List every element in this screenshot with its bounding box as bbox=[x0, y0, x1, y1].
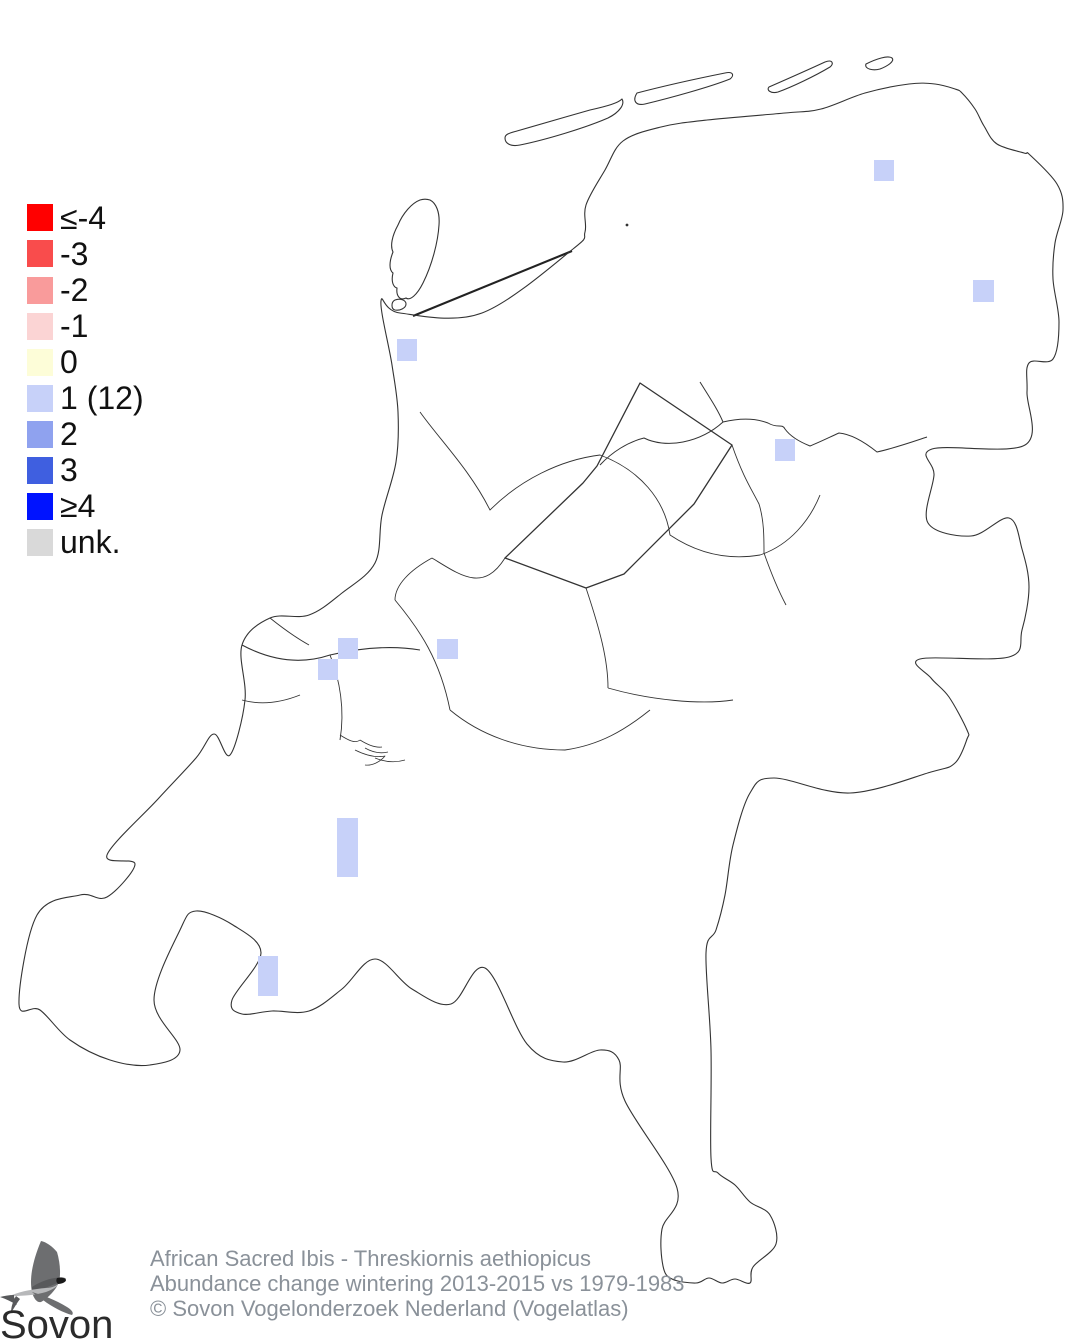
svg-text:≤-4: ≤-4 bbox=[60, 200, 106, 236]
svg-text:© Sovon Vogelonderzoek Nederla: © Sovon Vogelonderzoek Nederland (Vogela… bbox=[150, 1296, 629, 1321]
svg-text:0: 0 bbox=[60, 344, 78, 380]
svg-text:African Sacred Ibis - Threskio: African Sacred Ibis - Threskiornis aethi… bbox=[150, 1246, 591, 1271]
svg-text:unk.: unk. bbox=[60, 524, 120, 560]
svg-text:3: 3 bbox=[60, 452, 78, 488]
svg-text:≥4: ≥4 bbox=[60, 488, 95, 524]
svg-text:Sovon: Sovon bbox=[0, 1303, 113, 1340]
svg-text:-1: -1 bbox=[60, 308, 88, 344]
svg-text:1 (12): 1 (12) bbox=[60, 380, 144, 416]
svg-text:2: 2 bbox=[60, 416, 78, 452]
svg-text:-3: -3 bbox=[60, 236, 88, 272]
svg-text:Abundance change wintering 20: Abundance change wintering 2013-2015 vs … bbox=[150, 1271, 685, 1296]
svg-text:-2: -2 bbox=[60, 272, 88, 308]
